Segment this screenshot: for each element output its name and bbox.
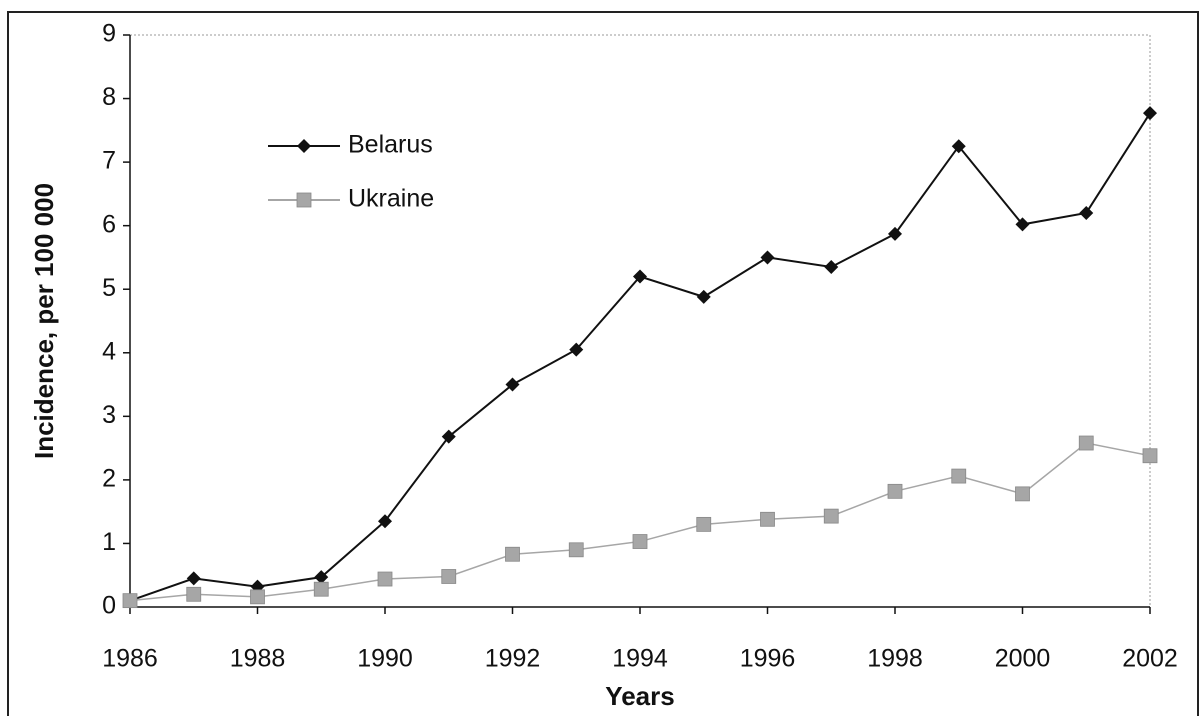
x-tick-label: 1992 [485, 645, 541, 673]
data-point [1142, 448, 1158, 464]
series-line [129, 112, 1151, 602]
y-tick-label: 1 [102, 528, 116, 556]
x-tick-label: 2002 [1122, 645, 1178, 673]
data-point [1015, 217, 1030, 232]
y-tick-label: 7 [102, 147, 116, 175]
data-point [250, 589, 265, 605]
data-point [696, 289, 711, 304]
data-point [441, 569, 457, 584]
data-point [186, 586, 202, 602]
data-point [505, 377, 520, 392]
data-point [505, 546, 520, 562]
data-point [632, 534, 648, 549]
data-point [186, 571, 201, 586]
y-tick-label: 0 [102, 592, 116, 620]
x-tick-label: 1988 [230, 645, 286, 673]
data-point [313, 581, 329, 597]
legend-label: Belarus [348, 131, 433, 159]
y-axis-title: Incidence, per 100 000 [29, 183, 59, 459]
data-point [888, 226, 902, 241]
data-point [568, 542, 584, 558]
y-tick-label: 5 [102, 274, 116, 302]
data-point [696, 516, 712, 532]
y-tick-label: 9 [102, 20, 116, 48]
x-tick-label: 1998 [867, 645, 923, 673]
y-tick-label: 4 [102, 337, 116, 365]
data-point [633, 269, 647, 284]
data-point [1079, 205, 1094, 220]
legend-label: Ukraine [348, 185, 434, 213]
series-line [129, 442, 1151, 602]
data-point [951, 139, 966, 154]
data-point [1143, 106, 1157, 121]
data-point [824, 259, 839, 274]
x-tick-label: 1994 [612, 645, 668, 673]
data-point [760, 250, 775, 265]
y-tick-label: 3 [102, 401, 116, 429]
legend-marker [296, 192, 312, 208]
x-tick-label: 1990 [357, 645, 413, 673]
data-point [823, 508, 839, 524]
data-point [887, 483, 903, 499]
data-point [377, 571, 393, 587]
x-axis-title: Years [605, 681, 674, 711]
y-tick-label: 8 [102, 83, 116, 111]
data-point [378, 514, 392, 529]
data-point [1078, 435, 1094, 451]
data-point [122, 593, 138, 609]
data-point [569, 342, 584, 357]
legend-marker [297, 139, 311, 153]
data-point [760, 511, 775, 527]
frame [7, 11, 1199, 716]
data-point [441, 429, 456, 444]
x-tick-label: 2000 [995, 645, 1051, 673]
x-tick-label: 1986 [102, 645, 158, 673]
data-point [951, 468, 967, 484]
data-point [314, 570, 329, 585]
data-point [1015, 486, 1030, 502]
y-tick-label: 2 [102, 464, 116, 492]
x-tick-label: 1996 [740, 645, 796, 673]
y-tick-label: 6 [102, 210, 116, 238]
